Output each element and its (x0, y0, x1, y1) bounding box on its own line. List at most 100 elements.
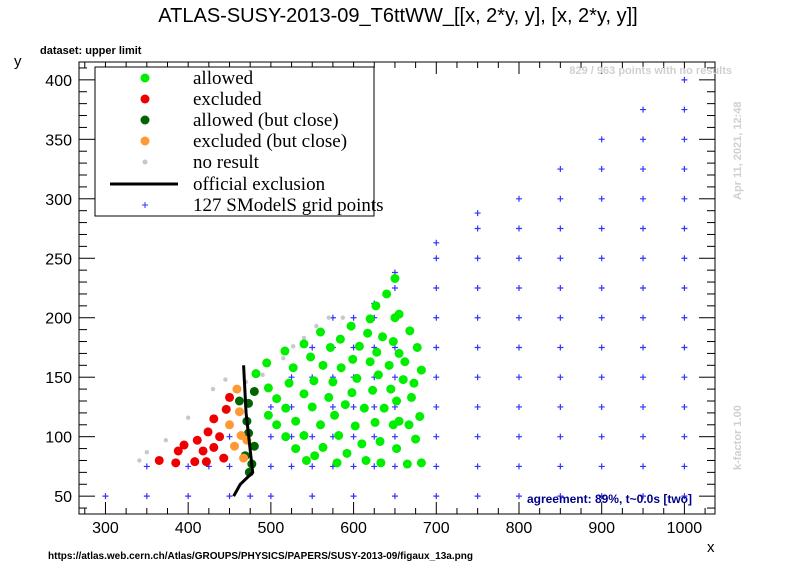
allowed-point (330, 410, 340, 420)
allowed-point (262, 358, 272, 368)
grid-point (640, 225, 647, 232)
x-tick-label: 400 (175, 520, 202, 537)
grid-point (474, 210, 481, 217)
grid-point (681, 225, 688, 232)
grid-point (640, 463, 647, 470)
allowed-point (365, 357, 375, 367)
grid-point (474, 433, 481, 440)
grid-point (247, 493, 254, 500)
excluded-but-close-point (225, 420, 235, 430)
allowed-point (306, 352, 316, 362)
allowed-point (382, 289, 392, 299)
grid-point (598, 374, 605, 381)
legend-label-allowed: allowed (193, 68, 254, 89)
grid-point (226, 463, 233, 470)
grid-point (557, 195, 564, 202)
allowed-point (357, 439, 367, 449)
grid-point (267, 493, 274, 500)
no-results-annotation: 829 / 963 points with no results (569, 65, 732, 77)
agreement-annotation: agreement: 89%, t~0.0s [two] (527, 492, 692, 506)
grid-point (557, 285, 564, 291)
grid-point (309, 463, 316, 470)
grid-point (557, 433, 564, 440)
grid-point (681, 285, 688, 291)
x-tick-label: 300 (92, 520, 119, 537)
grid-point (515, 255, 522, 262)
y-tick-label: 350 (45, 132, 72, 149)
grid-point (598, 314, 605, 321)
allowed-point (336, 363, 346, 373)
grid-point (433, 403, 440, 410)
grid-point (515, 344, 522, 351)
axis-ticks: 300 400 500 600 700 800 900 1000 50 100 150 200 250 3… (45, 62, 715, 537)
allowed-point (272, 420, 282, 430)
x-tick-label: 1000 (667, 520, 703, 537)
excluded-point (154, 455, 164, 465)
grid-point (681, 136, 688, 143)
x-tick-label: 800 (506, 520, 533, 537)
allowed-point (371, 301, 381, 311)
y-tick-label: 100 (45, 430, 72, 447)
legend-marker-no-result (142, 159, 148, 165)
grid-point (557, 314, 564, 321)
data-marks (102, 76, 688, 500)
grid-point (557, 374, 564, 381)
allowed-but-close-point (249, 386, 259, 396)
excluded-but-close-point (232, 384, 242, 394)
grid-point (185, 463, 192, 470)
legend-marker-grid-points (142, 202, 148, 208)
grid-point (474, 493, 481, 500)
grid-point (391, 433, 398, 440)
grid-point (557, 463, 564, 470)
allowed-point (284, 378, 294, 388)
grid-point (557, 493, 564, 500)
no-result-point (223, 377, 228, 382)
allowed-point (388, 337, 398, 347)
y-tick-label: 50 (54, 489, 72, 506)
allowed-point (251, 369, 261, 379)
legend-marker-allowed (140, 73, 150, 83)
grid-point (267, 433, 274, 440)
no-result-point (163, 438, 169, 443)
x-axis-label: x (707, 539, 715, 556)
allowed-point (281, 432, 291, 442)
allowed-point (318, 442, 328, 452)
allowed-point (416, 365, 426, 375)
grid-point (433, 463, 440, 470)
allowed-but-close-point (249, 441, 259, 451)
allowed-point (390, 273, 400, 283)
grid-point (350, 493, 357, 500)
grid-point (391, 374, 398, 381)
allowed-point (315, 420, 325, 430)
excluded-point (225, 392, 235, 402)
grid-point (143, 493, 150, 500)
allowed-point (291, 444, 301, 454)
y-axis-label: y (14, 53, 22, 70)
allowed-point (299, 339, 309, 349)
grid-point (681, 374, 688, 381)
y-tick-label: 200 (45, 311, 72, 328)
y-tick-label: 300 (45, 192, 72, 209)
grid-point (598, 493, 605, 500)
grid-point (350, 314, 357, 321)
y-tick-label: 250 (45, 251, 72, 268)
grid-point (557, 403, 564, 410)
allowed-point (340, 400, 350, 410)
allowed-point (394, 348, 404, 358)
grid-point (640, 166, 647, 173)
no-result-point (301, 335, 307, 341)
allowed-point (376, 458, 386, 468)
grid-point (474, 463, 481, 470)
grid-point (681, 195, 688, 202)
excluded-point (190, 457, 200, 467)
grid-point (288, 463, 295, 470)
no-result-point (185, 415, 191, 420)
grid-point (557, 166, 564, 173)
grid-point (640, 255, 647, 262)
grid-point (640, 493, 647, 500)
grid-point (474, 403, 481, 410)
excluded-but-close-point (229, 441, 239, 451)
grid-point (371, 433, 378, 440)
allowed-point (328, 377, 338, 387)
